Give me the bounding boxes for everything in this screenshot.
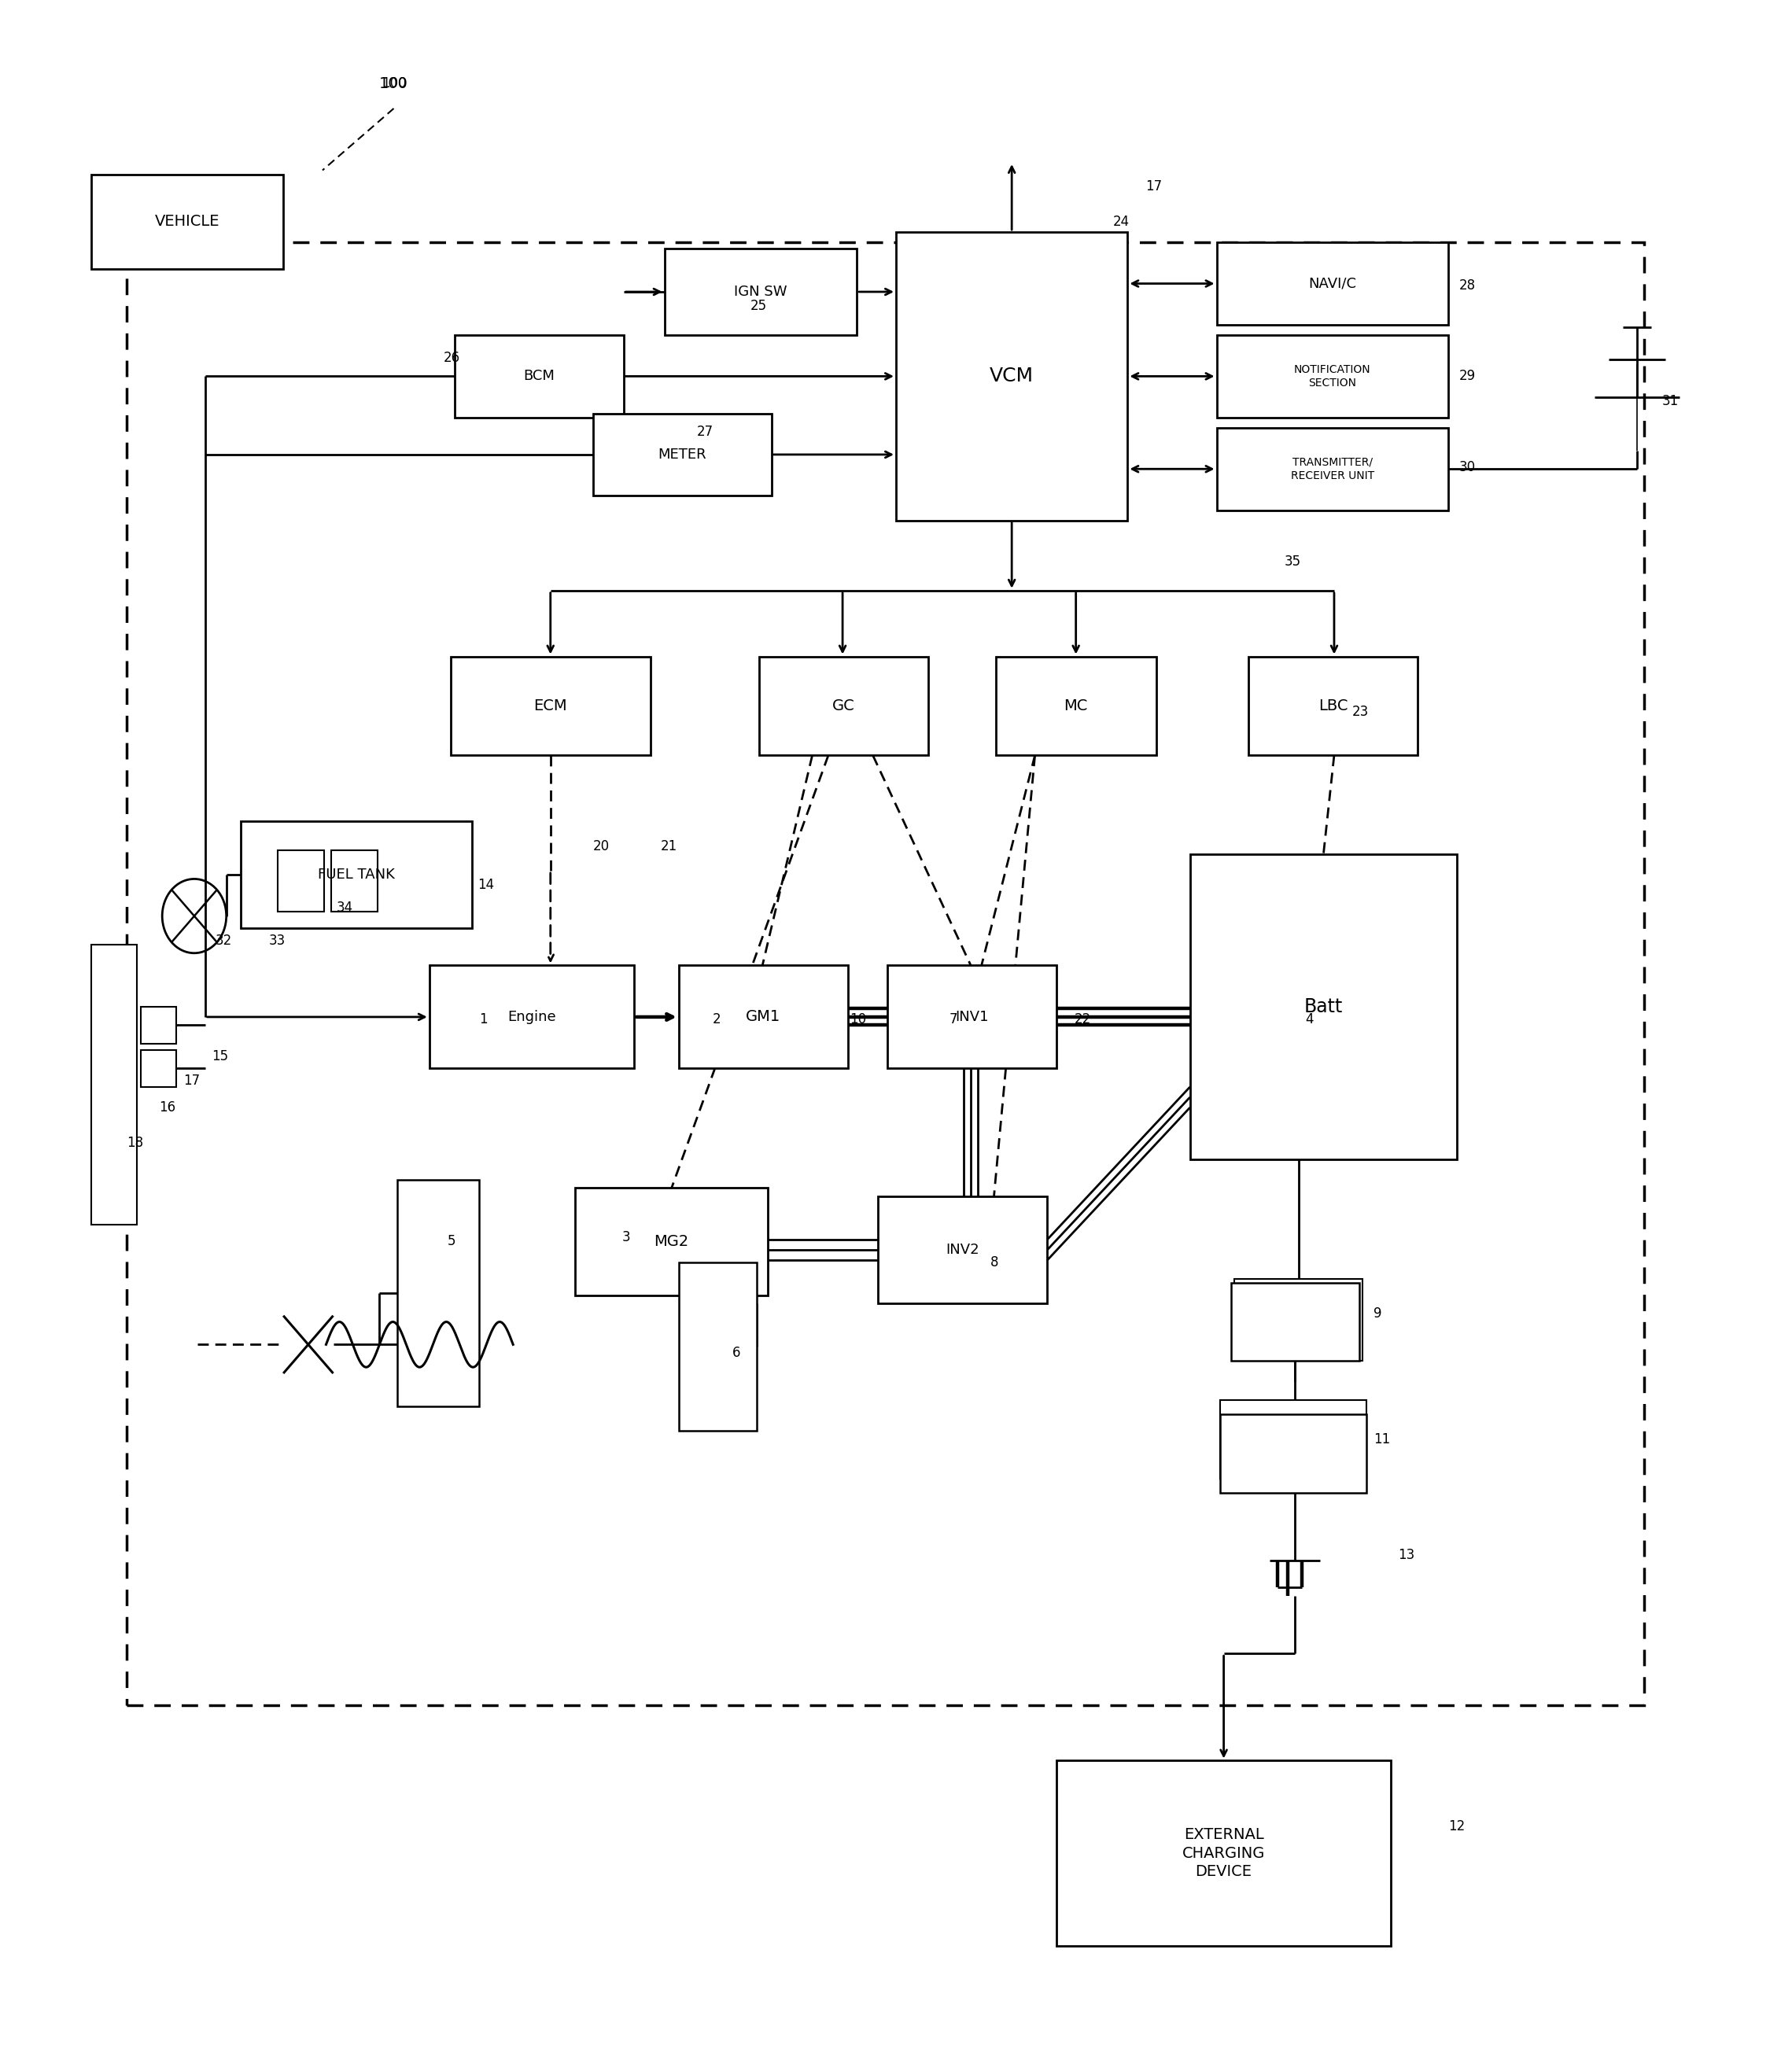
Text: NAVI/C: NAVI/C	[1308, 278, 1357, 290]
Text: 27: 27	[697, 425, 713, 439]
Text: VEHICLE: VEHICLE	[154, 213, 220, 230]
Text: 10: 10	[849, 1013, 866, 1025]
Text: NOTIFICATION
SECTION: NOTIFICATION SECTION	[1294, 364, 1371, 389]
Text: 16: 16	[159, 1100, 176, 1114]
Text: 7: 7	[950, 1013, 957, 1025]
FancyBboxPatch shape	[887, 965, 1055, 1069]
Text: 31: 31	[1661, 393, 1679, 408]
Text: 29: 29	[1459, 369, 1475, 383]
Text: 26: 26	[444, 350, 461, 364]
FancyBboxPatch shape	[1190, 853, 1457, 1160]
Text: 33: 33	[269, 934, 285, 949]
FancyBboxPatch shape	[575, 1189, 767, 1294]
FancyBboxPatch shape	[1055, 1760, 1391, 1947]
Text: 14: 14	[477, 878, 495, 893]
Text: 18: 18	[127, 1135, 143, 1149]
FancyBboxPatch shape	[758, 657, 928, 756]
Text: 32: 32	[215, 934, 233, 949]
Text: 1: 1	[478, 1013, 487, 1025]
FancyBboxPatch shape	[1220, 1414, 1366, 1493]
Text: 30: 30	[1459, 460, 1475, 474]
FancyBboxPatch shape	[878, 1197, 1047, 1303]
FancyBboxPatch shape	[1231, 1282, 1358, 1361]
Text: 3: 3	[622, 1230, 631, 1245]
FancyBboxPatch shape	[91, 944, 138, 1226]
Text: INV1: INV1	[955, 1011, 989, 1023]
FancyBboxPatch shape	[1235, 1278, 1362, 1361]
Text: 100: 100	[382, 77, 407, 91]
Text: 23: 23	[1351, 704, 1369, 719]
FancyBboxPatch shape	[127, 242, 1643, 1704]
FancyBboxPatch shape	[593, 414, 771, 495]
Text: 5: 5	[448, 1234, 455, 1249]
FancyBboxPatch shape	[332, 849, 378, 911]
Text: 25: 25	[749, 298, 767, 313]
FancyBboxPatch shape	[398, 1180, 478, 1406]
Text: 24: 24	[1113, 215, 1131, 230]
Text: 17: 17	[183, 1073, 201, 1087]
Text: IGN SW: IGN SW	[735, 284, 787, 298]
FancyBboxPatch shape	[1249, 657, 1417, 756]
Text: GM1: GM1	[745, 1009, 781, 1025]
Text: 21: 21	[661, 839, 677, 853]
Text: 4: 4	[1306, 1013, 1314, 1025]
Text: GC: GC	[831, 698, 855, 712]
Text: 8: 8	[991, 1255, 998, 1270]
Text: 35: 35	[1285, 555, 1301, 570]
Text: VCM: VCM	[989, 367, 1034, 385]
FancyBboxPatch shape	[996, 657, 1156, 756]
FancyBboxPatch shape	[896, 232, 1127, 520]
FancyBboxPatch shape	[240, 822, 471, 928]
FancyBboxPatch shape	[1217, 336, 1448, 418]
Text: 9: 9	[1373, 1307, 1382, 1321]
Text: MG2: MG2	[654, 1234, 688, 1249]
FancyBboxPatch shape	[1220, 1400, 1366, 1479]
FancyBboxPatch shape	[1217, 242, 1448, 325]
FancyBboxPatch shape	[1217, 429, 1448, 509]
FancyBboxPatch shape	[278, 849, 324, 911]
Text: 13: 13	[1398, 1547, 1416, 1562]
FancyBboxPatch shape	[665, 249, 857, 336]
Text: Engine: Engine	[507, 1011, 556, 1023]
Text: Batt: Batt	[1305, 998, 1342, 1017]
Text: 17: 17	[1145, 180, 1161, 195]
Text: BCM: BCM	[523, 369, 554, 383]
Text: 34: 34	[337, 901, 353, 915]
Text: 28: 28	[1459, 280, 1475, 292]
Text: 12: 12	[1448, 1820, 1464, 1833]
Text: 2: 2	[713, 1013, 720, 1025]
FancyBboxPatch shape	[91, 174, 283, 269]
Text: INV2: INV2	[946, 1243, 980, 1257]
Text: LBC: LBC	[1319, 698, 1348, 712]
FancyBboxPatch shape	[430, 965, 634, 1069]
Text: FUEL TANK: FUEL TANK	[317, 868, 394, 882]
FancyBboxPatch shape	[679, 965, 848, 1069]
Text: 11: 11	[1373, 1433, 1391, 1446]
Text: 22: 22	[1073, 1013, 1091, 1025]
Text: 100: 100	[380, 77, 409, 91]
FancyBboxPatch shape	[142, 1050, 176, 1087]
FancyBboxPatch shape	[142, 1007, 176, 1044]
Text: 6: 6	[733, 1346, 740, 1361]
Text: TRANSMITTER/
RECEIVER UNIT: TRANSMITTER/ RECEIVER UNIT	[1290, 458, 1374, 480]
Text: METER: METER	[658, 447, 706, 462]
Text: 20: 20	[593, 839, 609, 853]
FancyBboxPatch shape	[452, 657, 650, 756]
Text: ECM: ECM	[534, 698, 568, 712]
Text: 15: 15	[211, 1050, 229, 1062]
FancyBboxPatch shape	[679, 1261, 756, 1431]
Text: EXTERNAL
CHARGING
DEVICE: EXTERNAL CHARGING DEVICE	[1183, 1827, 1265, 1878]
FancyBboxPatch shape	[455, 336, 624, 418]
Text: MC: MC	[1064, 698, 1088, 712]
